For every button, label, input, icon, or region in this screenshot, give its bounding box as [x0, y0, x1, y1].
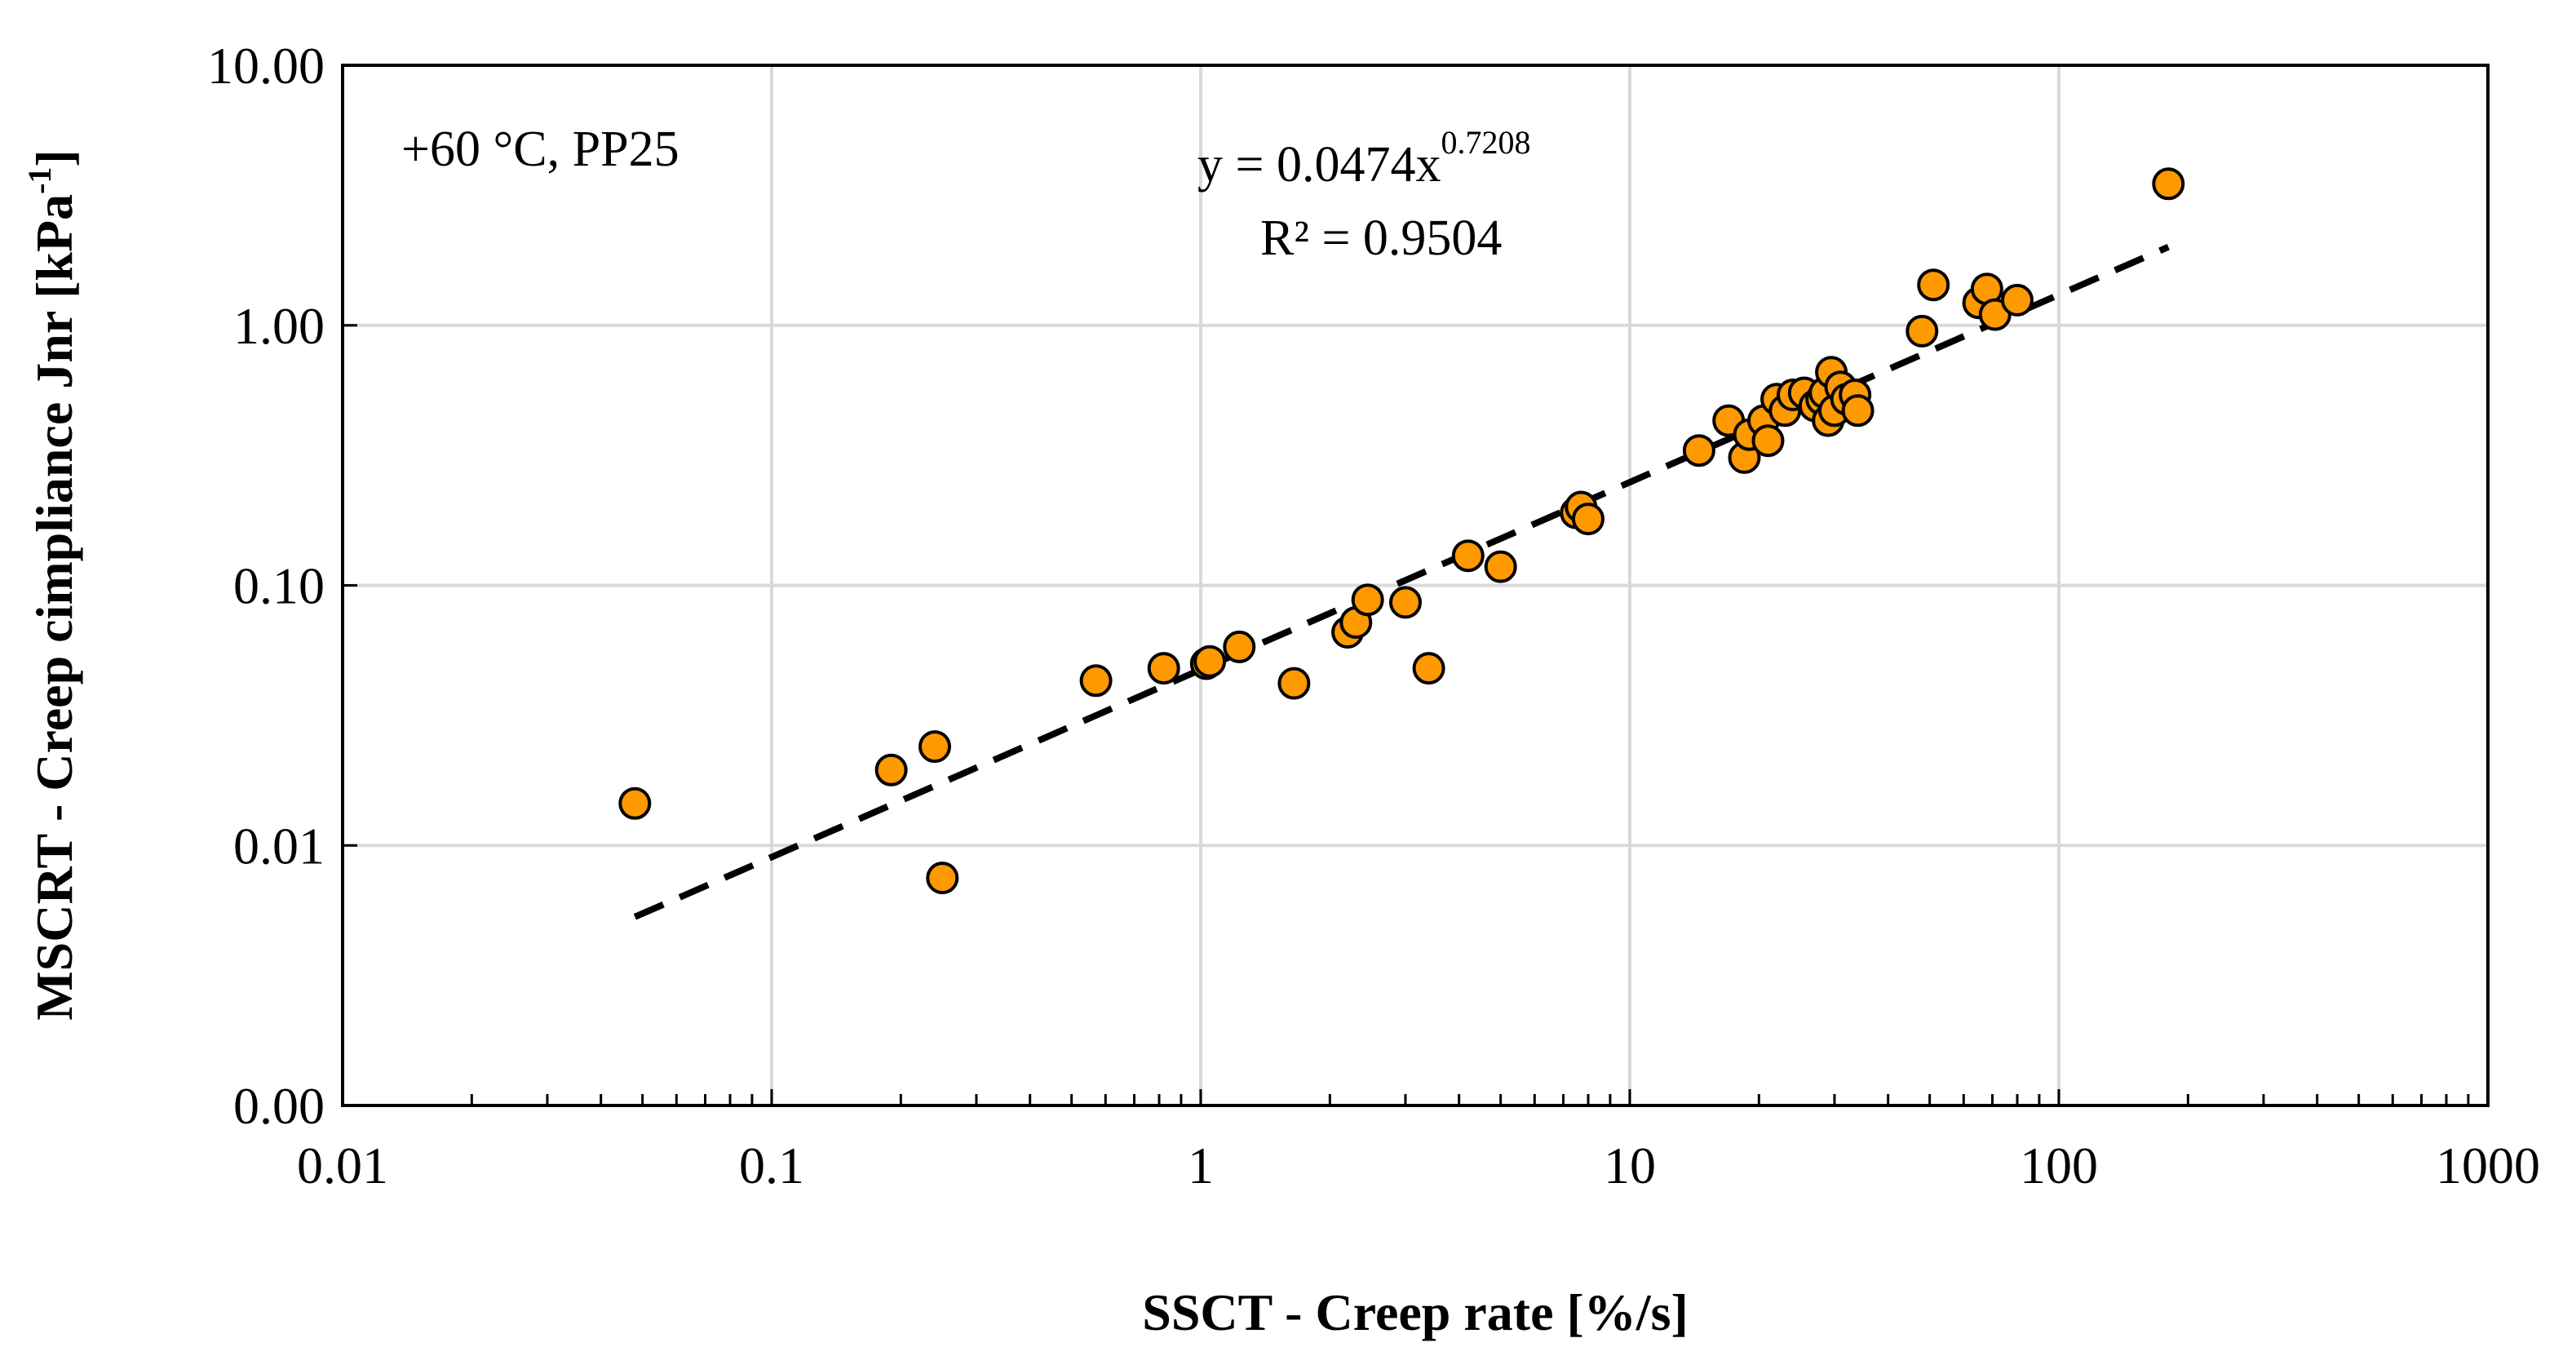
condition-annotation: +60 °C, PP25 [401, 122, 679, 177]
data-point-0-45 [2001, 283, 2034, 317]
data-point-0-2 [918, 730, 951, 764]
trendline-equation: y = 0.0474x0.7208 [1197, 124, 1530, 193]
data-point-0-46 [2152, 167, 2185, 201]
x-tick-label-5: 1000 [2436, 1136, 2540, 1194]
x-tick-label-1: 0.1 [739, 1136, 804, 1194]
data-point-0-3 [926, 862, 959, 895]
data-point-0-15 [1451, 539, 1485, 573]
data-point-0-20 [1682, 434, 1715, 467]
data-point-0-5 [1147, 652, 1180, 685]
y-tick-label-2: 0.10 [233, 557, 325, 615]
plot-frame [341, 64, 2490, 1107]
equation-prefix: y = 0.0474x [1197, 137, 1441, 193]
y-axis-title-main: MSCRT - Creep cimpliance Jnr [kPa [25, 194, 83, 1021]
r-squared-label: R² = 0.9504 [1260, 210, 1502, 266]
equation-exponent: 0.7208 [1441, 124, 1530, 161]
y-axis-title-end: ] [25, 149, 83, 166]
y-tick-labels: 0.00 0.01 0.10 1.00 10.00 [207, 37, 325, 1135]
y-axis-title-exponent: -1 [21, 167, 58, 194]
data-point-0-40 [1905, 314, 1939, 348]
data-point-0-4 [1079, 664, 1113, 698]
data-point-0-41 [1917, 268, 1950, 302]
y-axis-title: MSCRT - Creep cimpliance Jnr [kPa-1] [21, 149, 83, 1020]
data-point-0-0 [618, 786, 652, 820]
data-point-0-8 [1223, 630, 1256, 663]
data-point-0-16 [1484, 550, 1517, 583]
data-point-0-12 [1351, 583, 1384, 617]
data-point-0-7 [1193, 645, 1227, 678]
x-tick-label-2: 1 [1188, 1136, 1214, 1194]
x-tick-labels: 0.01 0.1 1 10 100 1000 [297, 1136, 2540, 1194]
y-tick-label-4: 10.00 [207, 37, 325, 95]
x-axis-title: SSCT - Creep rate [%/s] [1142, 1283, 1689, 1341]
data-point-0-19 [1572, 503, 1604, 536]
x-tick-label-3: 10 [1604, 1136, 1656, 1194]
y-tick-label-1: 0.01 [233, 817, 325, 875]
data-point-0-25 [1751, 424, 1785, 458]
power-trendline [633, 244, 2170, 920]
data-points [618, 167, 2185, 895]
x-tick-label-0: 0.01 [297, 1136, 388, 1194]
y-tick-label-3: 1.00 [233, 297, 325, 355]
data-point-0-9 [1277, 667, 1311, 700]
data-point-0-13 [1389, 586, 1422, 619]
x-tick-label-4: 100 [2020, 1136, 2098, 1194]
y-tick-label-0: 0.00 [233, 1077, 325, 1135]
data-point-0-14 [1412, 652, 1445, 685]
data-point-0-39 [1841, 394, 1874, 428]
minor-ticks [341, 64, 2470, 1107]
data-point-0-1 [874, 753, 908, 786]
